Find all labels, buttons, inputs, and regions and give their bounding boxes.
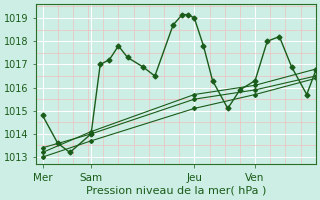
X-axis label: Pression niveau de la mer( hPa ): Pression niveau de la mer( hPa ) (86, 186, 266, 196)
